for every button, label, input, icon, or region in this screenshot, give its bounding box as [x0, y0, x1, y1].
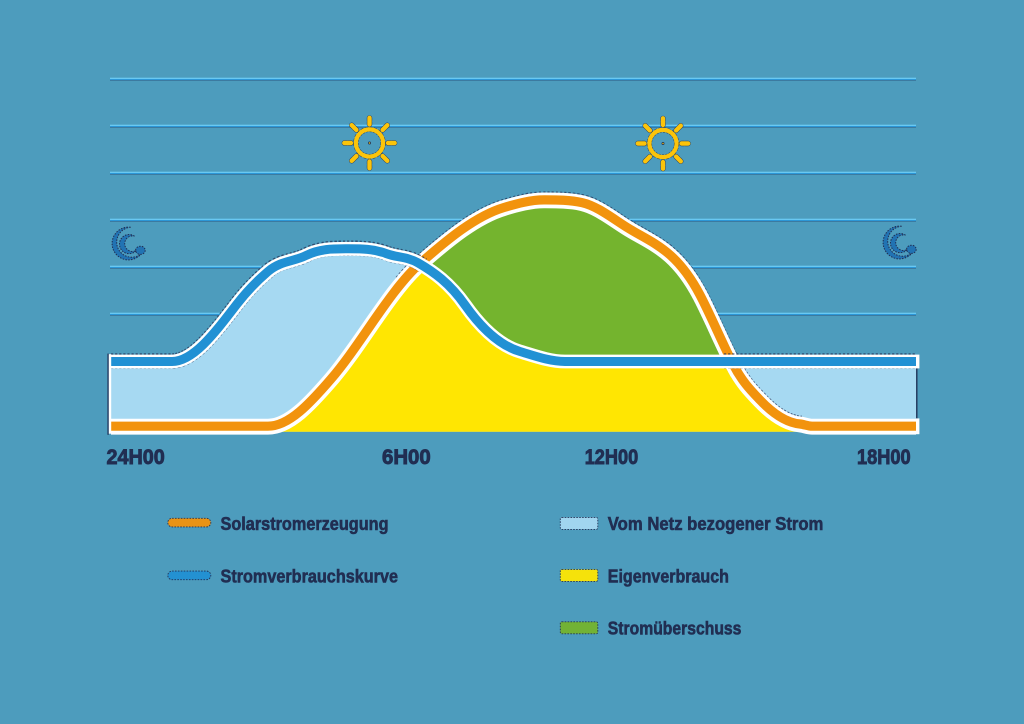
svg-text:Eigenverbrauch: Eigenverbrauch: [608, 565, 729, 586]
svg-text:Vom Netz bezogener Strom: Vom Netz bezogener Strom: [608, 513, 824, 534]
svg-text:24H00: 24H00: [107, 446, 165, 469]
svg-text:Solarstromerzeugung: Solarstromerzeugung: [221, 513, 389, 534]
svg-text:6H00: 6H00: [382, 446, 431, 469]
svg-text:Stromverbrauchskurve: Stromverbrauchskurve: [221, 565, 399, 586]
svg-text:12H00: 12H00: [585, 446, 639, 469]
svg-text:Stromüberschuss: Stromüberschuss: [608, 618, 742, 639]
svg-text:18H00: 18H00: [857, 446, 911, 469]
